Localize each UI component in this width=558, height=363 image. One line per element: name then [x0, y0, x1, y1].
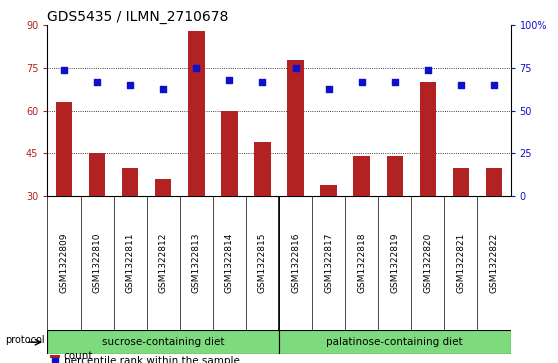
Text: GSM1322810: GSM1322810	[93, 233, 102, 293]
Text: percentile rank within the sample: percentile rank within the sample	[64, 356, 239, 363]
Text: GSM1322817: GSM1322817	[324, 233, 333, 293]
Point	[192, 65, 201, 71]
Bar	[287, 60, 304, 281]
Text: protocol: protocol	[5, 335, 45, 345]
Point	[390, 79, 399, 85]
Point	[424, 67, 432, 73]
Bar	[254, 142, 271, 281]
Point	[456, 82, 465, 88]
Point	[291, 65, 300, 71]
Point	[225, 77, 234, 83]
Text: GSM1322812: GSM1322812	[158, 233, 168, 293]
Bar	[486, 168, 502, 281]
Text: GSM1322821: GSM1322821	[456, 233, 465, 293]
Text: GSM1322820: GSM1322820	[424, 233, 432, 293]
Bar	[320, 185, 337, 281]
Bar	[122, 168, 138, 281]
Bar	[188, 31, 205, 281]
Bar	[155, 179, 171, 281]
Point	[60, 67, 69, 73]
Point	[50, 358, 59, 363]
Point	[93, 79, 102, 85]
Bar	[47, 330, 279, 354]
Bar	[353, 156, 370, 281]
Text: GSM1322822: GSM1322822	[489, 233, 498, 293]
Text: GSM1322811: GSM1322811	[126, 233, 134, 293]
Bar	[56, 102, 72, 281]
Bar	[279, 330, 511, 354]
Text: palatinose-containing diet: palatinose-containing diet	[326, 337, 463, 347]
Bar	[221, 111, 238, 281]
Bar	[420, 82, 436, 281]
Text: GSM1322818: GSM1322818	[357, 233, 366, 293]
Text: GSM1322813: GSM1322813	[192, 233, 201, 293]
Bar	[89, 153, 105, 281]
Point	[357, 79, 366, 85]
Text: GSM1322816: GSM1322816	[291, 233, 300, 293]
Text: count: count	[64, 351, 93, 362]
Bar	[50, 355, 60, 358]
Text: GSM1322814: GSM1322814	[225, 233, 234, 293]
Point	[258, 79, 267, 85]
Text: sucrose-containing diet: sucrose-containing diet	[102, 337, 224, 347]
Point	[126, 82, 134, 88]
Point	[158, 86, 167, 91]
Bar	[387, 156, 403, 281]
Text: GDS5435 / ILMN_2710678: GDS5435 / ILMN_2710678	[47, 11, 229, 24]
Text: GSM1322815: GSM1322815	[258, 233, 267, 293]
Text: GSM1322809: GSM1322809	[60, 233, 69, 293]
Point	[489, 82, 498, 88]
Bar	[453, 168, 469, 281]
Text: GSM1322819: GSM1322819	[390, 233, 400, 293]
Point	[324, 86, 333, 91]
